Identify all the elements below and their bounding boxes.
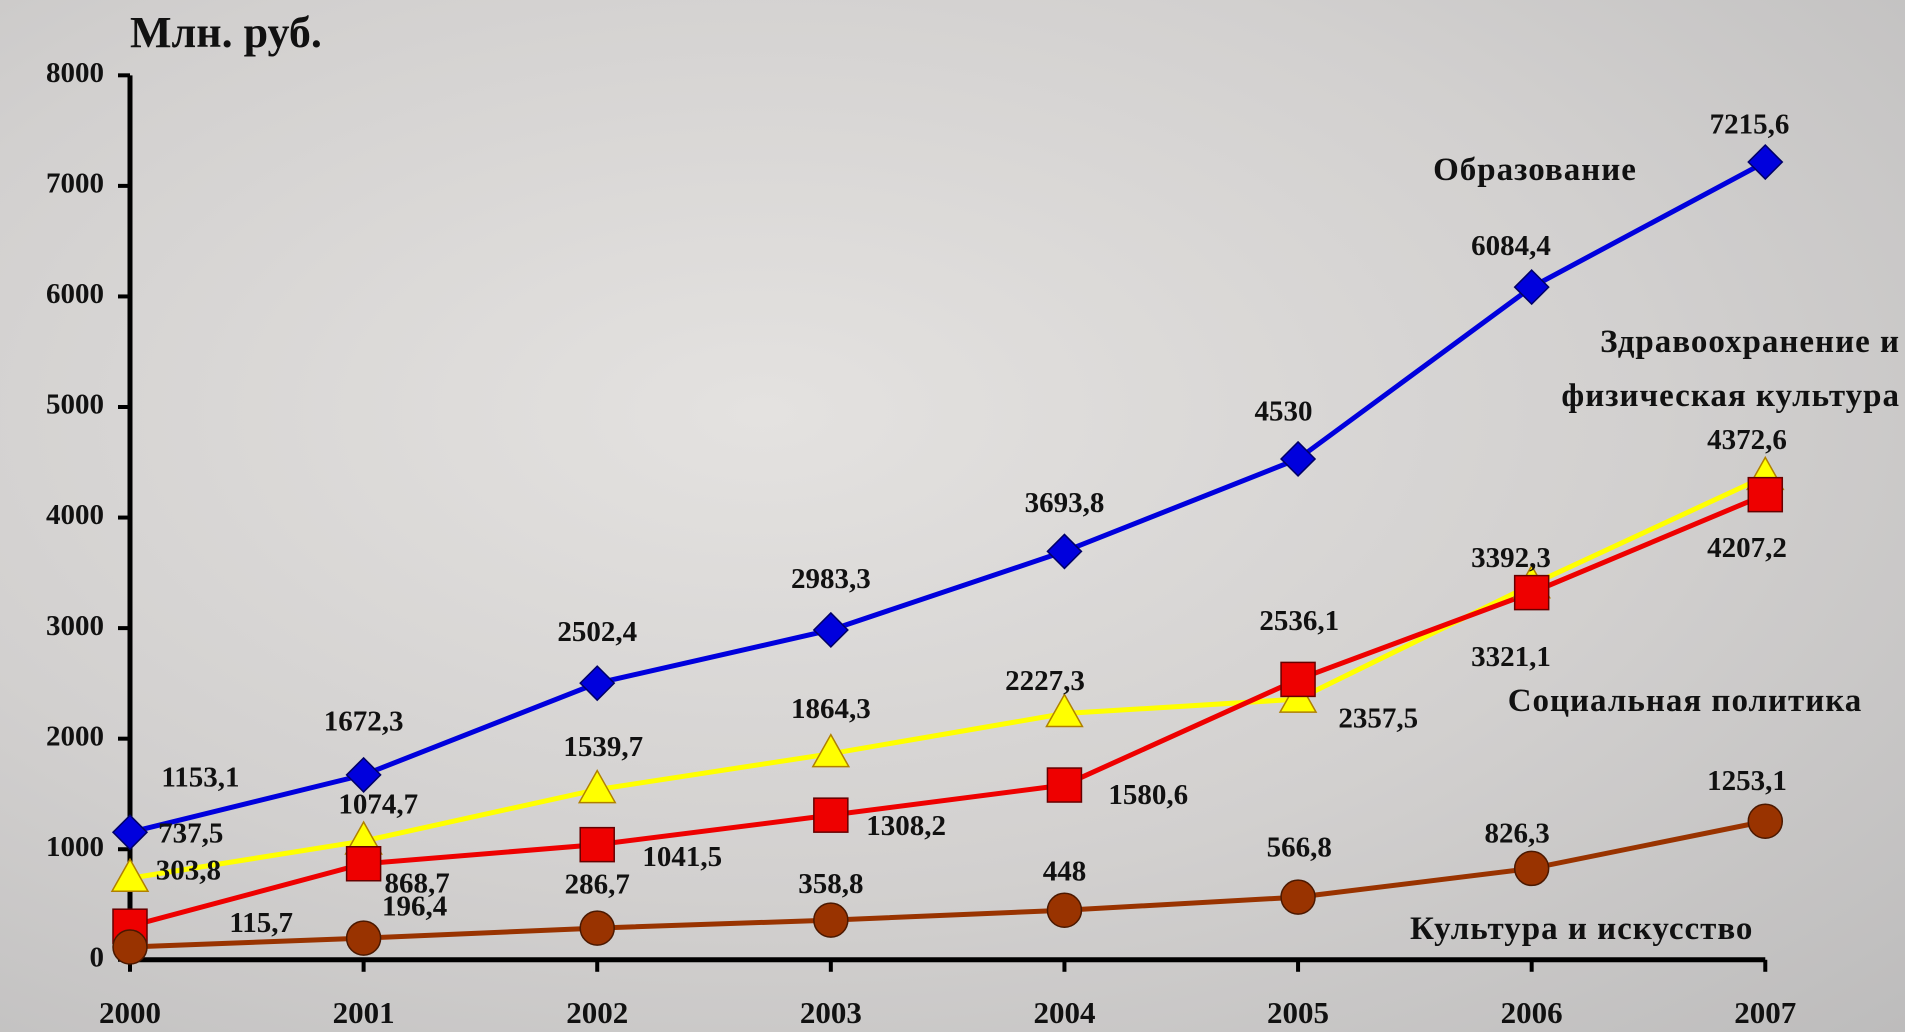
- data-label: 566,8: [1267, 831, 1332, 863]
- marker: [1281, 662, 1315, 696]
- series-name: Культура и искусство: [1410, 902, 1850, 956]
- data-label: 826,3: [1484, 817, 1549, 849]
- page: Млн. руб. 0 1000 2000 3000 4000 5000 6000 7000 8…: [0, 0, 1905, 1032]
- data-label: 1074,7: [338, 789, 418, 821]
- x-tick-label: 2000: [99, 995, 161, 1030]
- data-label: 2983,3: [791, 563, 871, 595]
- series-name: Образование: [1385, 143, 1685, 197]
- data-label: 1539,7: [563, 731, 643, 763]
- marker: [814, 798, 848, 832]
- y-tick-label: 3000: [46, 610, 104, 642]
- data-label: 4207,2: [1707, 532, 1787, 564]
- marker: [1281, 880, 1315, 914]
- y-tick-label: 2000: [46, 720, 104, 752]
- marker: [1281, 442, 1315, 476]
- marker: [814, 613, 848, 647]
- data-label: 115,7: [229, 907, 293, 939]
- data-label: 3392,3: [1471, 542, 1551, 574]
- x-tick-label: 2006: [1501, 995, 1563, 1030]
- data-label: 2227,3: [1005, 665, 1085, 697]
- series-name: Социальная политика: [1465, 674, 1905, 728]
- y-tick-label: 0: [89, 941, 104, 973]
- data-label: 2357,5: [1338, 703, 1418, 735]
- marker: [1515, 270, 1549, 304]
- data-label: 737,5: [158, 817, 223, 849]
- data-label: 3321,1: [1471, 641, 1551, 673]
- y-tick-label: 5000: [46, 389, 104, 421]
- marker: [347, 847, 381, 881]
- marker: [1748, 478, 1782, 512]
- y-tick-label: 4000: [46, 499, 104, 531]
- marker: [347, 921, 381, 955]
- data-label: 286,7: [565, 868, 630, 900]
- x-tick-label: 2003: [800, 995, 862, 1030]
- marker: [1047, 534, 1081, 568]
- marker: [1047, 768, 1081, 802]
- marker: [814, 903, 848, 937]
- data-label: 1308,2: [866, 810, 946, 842]
- marker: [1748, 145, 1782, 179]
- y-tick-label: 6000: [46, 278, 104, 310]
- marker: [1047, 893, 1081, 927]
- x-tick-label: 2001: [333, 995, 395, 1030]
- marker: [580, 666, 614, 700]
- data-label: 7215,6: [1710, 108, 1790, 140]
- data-label: 358,8: [798, 868, 863, 900]
- x-tick-label: 2007: [1734, 995, 1796, 1030]
- data-label: 1153,1: [161, 762, 239, 794]
- x-tick-label: 2002: [566, 995, 628, 1030]
- axis-label: Млн. руб.: [130, 8, 322, 57]
- marker: [1515, 851, 1549, 885]
- data-label: 1864,3: [791, 693, 871, 725]
- data-label: 2536,1: [1259, 605, 1339, 637]
- y-tick-label: 7000: [46, 168, 104, 200]
- marker: [580, 911, 614, 945]
- y-tick-label: 8000: [46, 57, 104, 89]
- marker: [580, 828, 614, 862]
- data-label: 4372,6: [1707, 424, 1787, 456]
- y-tick-label: 1000: [46, 831, 104, 863]
- data-label: 1580,6: [1108, 779, 1188, 811]
- data-label: 448: [1043, 855, 1087, 887]
- marker: [1748, 804, 1782, 838]
- data-label: 1672,3: [324, 706, 404, 738]
- data-label: 1041,5: [642, 841, 722, 873]
- marker: [1515, 576, 1549, 610]
- x-tick-label: 2004: [1033, 995, 1095, 1030]
- series-name: Здравоохранение и физическая культура: [1470, 315, 1900, 423]
- marker: [347, 758, 381, 792]
- marker: [113, 930, 147, 964]
- data-label: 303,8: [156, 854, 221, 886]
- data-label: 3693,8: [1025, 487, 1105, 519]
- x-tick-label: 2005: [1267, 995, 1329, 1030]
- marker: [113, 815, 147, 849]
- data-label: 196,4: [382, 891, 447, 923]
- data-label: 1253,1: [1707, 765, 1787, 797]
- data-label: 4530: [1254, 396, 1312, 428]
- data-label: 6084,4: [1471, 230, 1551, 262]
- data-label: 2502,4: [557, 616, 637, 648]
